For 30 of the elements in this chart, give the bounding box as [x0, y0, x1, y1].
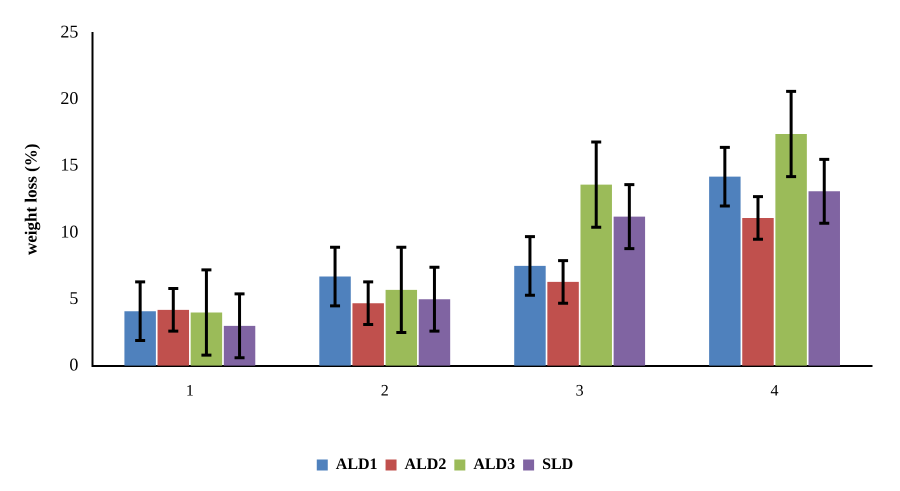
bar	[514, 266, 546, 366]
bar	[124, 311, 156, 366]
legend-label: ALD3	[473, 456, 516, 474]
y-tick-label: 0	[69, 354, 78, 375]
bar	[158, 310, 190, 366]
bar	[418, 299, 450, 366]
x-tick-label: 3	[576, 382, 584, 400]
bar	[775, 134, 807, 366]
x-tick-label: 2	[380, 382, 389, 400]
x-tick-label: 1	[186, 382, 194, 400]
bar	[614, 216, 646, 366]
bar	[742, 218, 774, 366]
y-tick-label: 25	[60, 22, 78, 42]
legend-label: ALD2	[404, 456, 446, 474]
legend-label: ALD1	[336, 456, 378, 474]
x-tick-label: 4	[770, 382, 779, 400]
y-tick-label: 20	[60, 88, 78, 108]
bar	[190, 312, 222, 366]
bar	[547, 282, 579, 366]
y-tick-label: 10	[60, 221, 78, 242]
y-axis-title: weight loss (%)	[22, 144, 41, 256]
bar	[319, 276, 351, 366]
y-tick-label: 15	[60, 154, 78, 175]
bar	[808, 191, 840, 366]
y-tick-label: 5	[69, 288, 78, 308]
bar	[352, 303, 384, 366]
bar	[580, 184, 612, 366]
legend-label: SLD	[542, 456, 574, 474]
bar	[709, 176, 741, 366]
bar	[386, 290, 418, 366]
